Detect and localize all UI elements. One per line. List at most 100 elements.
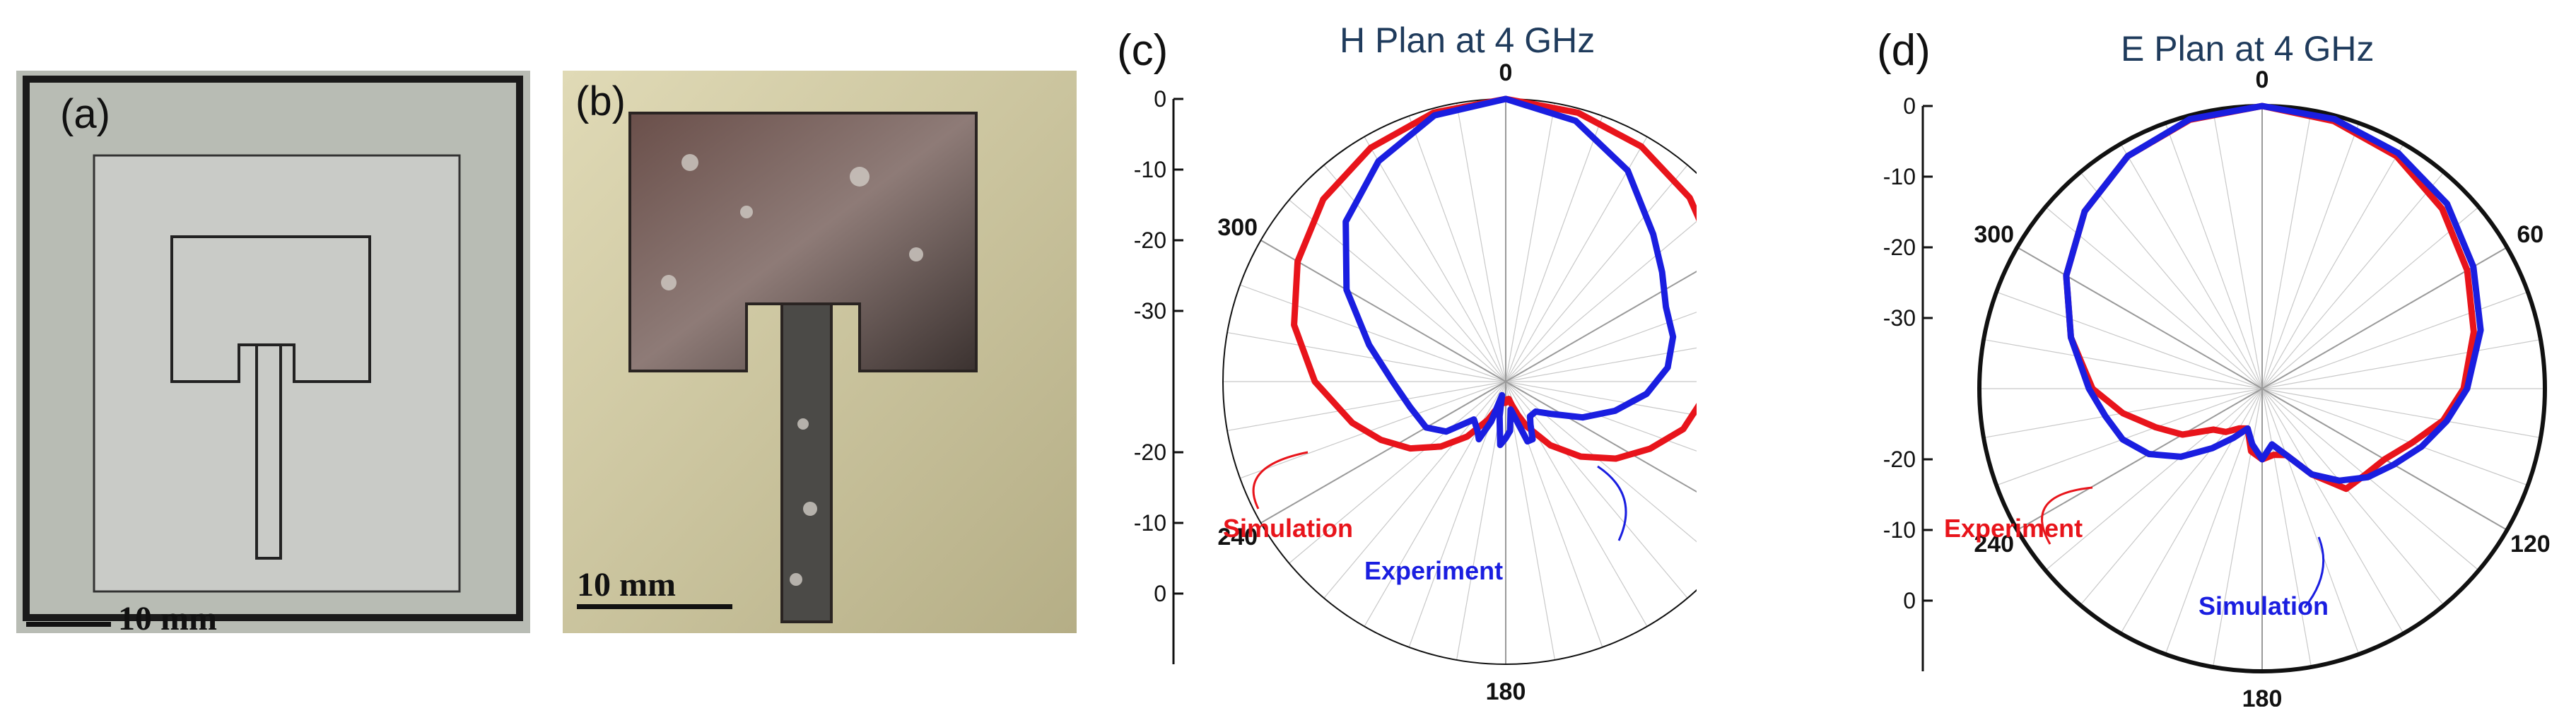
polar-grid-spoke	[2045, 206, 2263, 389]
angle-tick-label: 240	[1974, 531, 2014, 558]
radial-tick-label: -30	[1883, 305, 1916, 331]
polar-grid-spoke	[2261, 388, 2529, 486]
scale-bar-a	[26, 622, 111, 627]
panel-c-label: (c)	[1117, 26, 1169, 75]
polar-grid-spoke	[2212, 110, 2263, 389]
polar-grid-spoke	[2080, 388, 2263, 606]
antenna-photo-b-drawing	[563, 71, 1077, 633]
annotation-blue: Simulation	[2199, 591, 2329, 620]
polar-grid-spoke	[1456, 102, 1506, 382]
polar-major-spoke	[1505, 381, 1697, 493]
polar-grid-spoke	[2261, 388, 2360, 655]
scale-bar-b	[577, 604, 732, 609]
polar-major-spoke	[1260, 240, 1506, 382]
antenna-photo-b: (b) 10 mm	[563, 71, 1077, 633]
radial-tick-label: 0	[1903, 588, 1916, 613]
chart-c-title: H Plan at 4 GHz	[1340, 20, 1596, 60]
radial-tick-label: -30	[1134, 298, 1166, 324]
polar-grid-spoke	[2261, 388, 2541, 439]
angle-tick-label: 0	[2256, 66, 2269, 93]
polar-grid-spoke	[1505, 381, 1556, 661]
annotation-arrow-red	[1252, 451, 1309, 509]
polar-grid-spoke	[2261, 110, 2312, 389]
polar-grid-spoke	[1505, 220, 1697, 382]
polar-grid-spoke	[1505, 165, 1688, 382]
polar-grid-spoke	[1505, 102, 1556, 382]
polar-grid-spoke	[1289, 381, 1506, 564]
angle-tick-label: 60	[2517, 221, 2543, 248]
polar-grid-spoke	[2261, 388, 2479, 571]
polar-grid-spoke	[2261, 206, 2479, 389]
polar-chart-h-plane: 0-10-20-30-20-100060120180240300Simulati…	[1134, 59, 1697, 705]
radial-tick-label: 0	[1154, 86, 1166, 112]
polar-grid-spoke	[2212, 388, 2263, 668]
series-line-red	[1291, 95, 1697, 462]
polar-grid-spoke	[2261, 122, 2360, 389]
polar-grid-spoke	[1505, 381, 1697, 452]
polar-major-spoke	[1505, 270, 1697, 382]
radial-tick-label: -10	[1883, 517, 1916, 543]
polar-grid-spoke	[1996, 388, 2263, 486]
polar-grid-spoke	[2261, 338, 2541, 389]
polar-grid-spoke	[1239, 284, 1506, 382]
radial-tick-label: -20	[1883, 447, 1916, 472]
annotation-arrow-blue	[1597, 465, 1627, 541]
polar-grid-spoke	[2165, 122, 2263, 389]
polar-grid-spoke	[1505, 347, 1697, 382]
polar-grid-spoke	[1323, 165, 1506, 382]
polar-grid-spoke	[1983, 338, 2263, 389]
annotation-arrow-red	[2041, 486, 2093, 545]
polar-grid-spoke	[1364, 136, 1506, 382]
polar-grid-spoke	[1996, 291, 2263, 389]
radial-tick-label: -10	[1883, 164, 1916, 189]
angle-tick-label: 300	[1974, 221, 2014, 248]
panel-a-label: (a)	[60, 91, 110, 137]
polar-grid-spoke	[1505, 312, 1697, 382]
panel-d-label: (d)	[1877, 26, 1931, 75]
radial-tick-label: -20	[1883, 235, 1916, 260]
radial-tick-label: -10	[1134, 157, 1166, 182]
polar-grid-spoke	[2120, 143, 2263, 389]
radial-tick-label: -20	[1134, 228, 1166, 253]
polar-grid-spoke	[2261, 143, 2404, 389]
series-line-blue	[1342, 95, 1677, 449]
polar-grid-spoke	[1226, 331, 1506, 382]
angle-tick-label: 120	[2510, 531, 2551, 558]
annotation-red: Experiment	[1944, 514, 2083, 543]
polar-grid-spoke	[1505, 381, 1697, 416]
antenna-photo-a-drawing	[16, 71, 530, 633]
polar-grid-spoke	[2261, 388, 2312, 668]
chart-d-title: E Plan at 4 GHz	[2121, 29, 2375, 69]
polar-grid-spoke	[1289, 199, 1506, 382]
antenna-photo-a: (a) 10 mm	[16, 71, 530, 633]
annotation-arrow-blue	[2303, 536, 2325, 608]
polar-grid-spoke	[1408, 115, 1506, 382]
angle-tick-label: 0	[1499, 59, 1513, 86]
polar-grid-spoke	[2261, 388, 2445, 606]
polar-grid-spoke	[1505, 381, 1688, 599]
annotation-blue: Experiment	[1364, 556, 1503, 585]
radial-tick-label: 0	[1903, 93, 1916, 119]
angle-tick-label: 180	[2242, 685, 2283, 707]
polar-grid-spoke	[2261, 388, 2404, 634]
polar-major-spoke	[2017, 388, 2263, 531]
radial-tick-label: -10	[1134, 510, 1166, 536]
polar-grid-spoke	[1505, 136, 1648, 382]
polar-grid-spoke	[1226, 381, 1506, 432]
series-line-blue	[2063, 102, 2484, 484]
polar-major-spoke	[1260, 381, 1506, 524]
polar-grid-spoke	[2045, 388, 2263, 571]
angle-tick-label: 300	[1217, 214, 1258, 241]
annotation-red: Simulation	[1223, 514, 1353, 543]
scale-text-b: 10 mm	[577, 566, 676, 603]
polar-grid-spoke	[2080, 172, 2263, 389]
polar-grid-spoke	[1505, 381, 1697, 493]
angle-tick-label: 240	[1217, 524, 1258, 550]
radial-tick-label: -20	[1134, 440, 1166, 465]
scale-text-a: 10 mm	[118, 600, 217, 633]
panel-b-label: (b)	[575, 78, 626, 124]
polar-grid-spoke	[2261, 291, 2529, 389]
polar-major-spoke	[2017, 247, 2263, 389]
polar-grid-spoke	[1505, 115, 1603, 382]
polar-grid-spoke	[1239, 381, 1506, 479]
